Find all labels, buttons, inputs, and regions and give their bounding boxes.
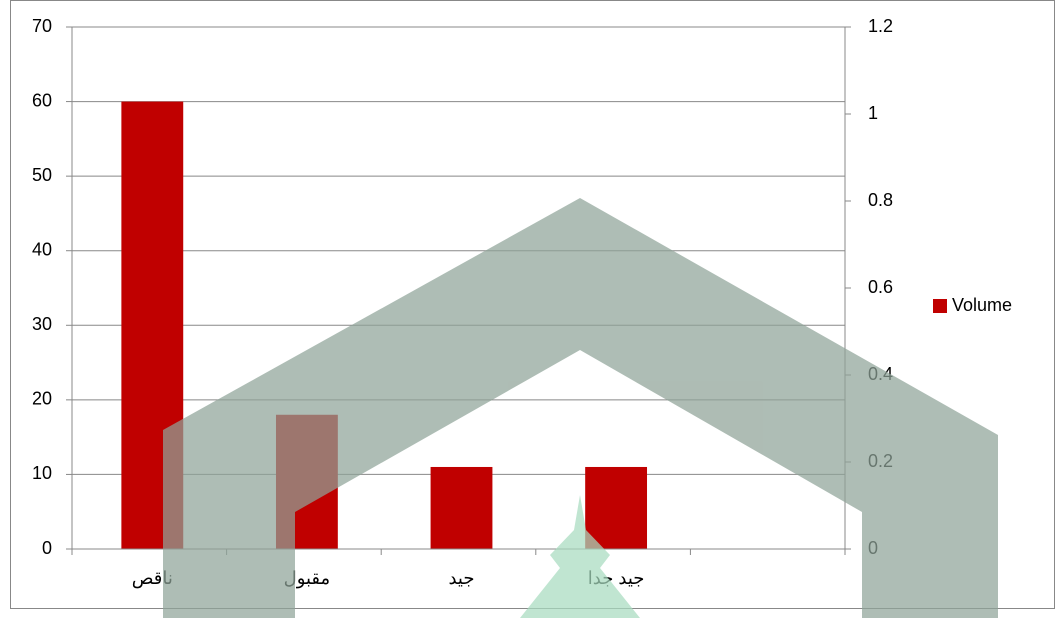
bar	[430, 466, 493, 549]
watermark-mosque	[520, 495, 640, 618]
x-tick-label: مقبول	[284, 568, 331, 589]
bar	[585, 466, 648, 549]
y-tick-label: 40	[32, 239, 52, 259]
y-tick-label: 0	[42, 538, 52, 558]
y-tick-label: 60	[32, 90, 52, 110]
watermark-house	[163, 198, 998, 618]
y-tick-label: 20	[32, 389, 52, 409]
y-tick-label: 30	[32, 314, 52, 334]
legend-swatch	[933, 299, 947, 313]
x-tick-label: ناقص	[132, 568, 173, 589]
y2-tick-label: 1	[868, 103, 878, 123]
y2-tick-label: 0.8	[868, 190, 893, 210]
y2-tick-label: 0.6	[868, 277, 893, 297]
legend-label: Volume	[952, 295, 1012, 315]
y-tick-label: 50	[32, 165, 52, 185]
watermark	[163, 198, 998, 618]
x-tick-label: جيد	[448, 568, 474, 588]
y-tick-label: 10	[32, 463, 52, 483]
y2-tick-label: 1.2	[868, 16, 893, 36]
y-tick-label: 70	[32, 16, 52, 36]
